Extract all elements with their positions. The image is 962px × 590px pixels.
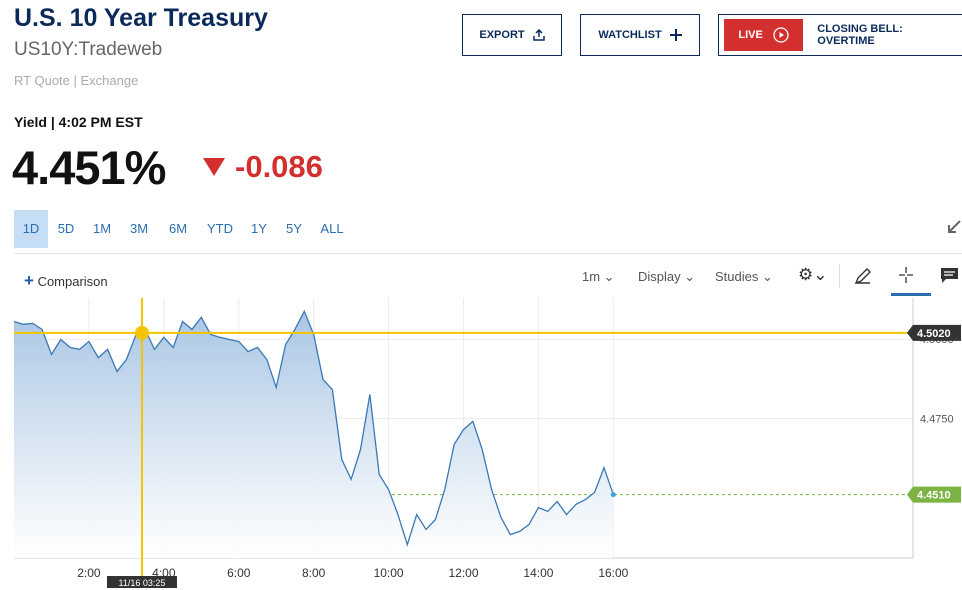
price-line	[13, 309, 614, 547]
quote-label: Yield | 4:02 PM EST	[14, 114, 143, 130]
title: U.S. 10 Year Treasury	[14, 4, 268, 32]
chart: 2:004:006:008:0010:0012:0014:0016:004.50…	[13, 298, 961, 588]
watchlist-label: WATCHLIST	[598, 29, 662, 41]
quote-source: RT Quote | Exchange	[14, 73, 139, 88]
x-tick-label: 8:00	[302, 566, 326, 580]
range-tab[interactable]: ALL	[320, 221, 344, 236]
divider	[14, 253, 962, 254]
last-point	[610, 492, 616, 498]
export-icon	[532, 29, 545, 41]
range-tab[interactable]: 1D	[14, 210, 48, 248]
play-icon	[773, 27, 789, 43]
studies-label: Studies	[715, 269, 759, 284]
range-tab[interactable]: 6M	[168, 221, 188, 236]
crosshair-y-label: 4.5020	[917, 328, 951, 340]
x-tick-label: 10:00	[374, 566, 404, 580]
crosshair-point	[134, 325, 149, 340]
crosshair-tool[interactable]	[891, 264, 931, 296]
crosshair-x-label-bg	[106, 576, 177, 588]
export-button[interactable]: EXPORT	[462, 14, 562, 56]
watchlist-button[interactable]: WATCHLIST	[580, 14, 700, 56]
export-label: EXPORT	[479, 29, 525, 41]
last-price-label: 4.4510	[917, 490, 951, 502]
last-price-label-bg	[907, 486, 961, 503]
comparison-label: Comparison	[37, 274, 108, 289]
interval-menu[interactable]: 1m ⌄	[582, 269, 615, 284]
live-label: LIVE	[738, 29, 763, 41]
x-tick-label: 14:00	[523, 566, 553, 580]
x-tick-label: 2:00	[77, 566, 101, 580]
comparison-button[interactable]: + Comparison	[24, 271, 108, 290]
live-button[interactable]: LIVE CLOSING BELL: OVERTIME	[718, 14, 962, 56]
down-arrow	[203, 158, 225, 176]
live-show: CLOSING BELL: OVERTIME	[817, 23, 903, 47]
display-menu[interactable]: Display ⌄	[638, 269, 696, 284]
symbol: US10Y:Tradeweb	[14, 39, 163, 60]
live-badge: LIVE	[724, 19, 804, 51]
range-tab[interactable]: 1Y	[251, 221, 267, 236]
studies-menu[interactable]: Studies ⌄	[715, 269, 773, 284]
x-tick-label: 12:00	[448, 566, 478, 580]
draw-icon[interactable]	[853, 266, 873, 286]
change: -0.086	[235, 149, 323, 184]
crosshair-y-label-bg	[907, 324, 961, 341]
range-tab[interactable]: YTD	[207, 221, 233, 236]
x-tick-label: 16:00	[598, 566, 628, 580]
expand-icon[interactable]	[947, 220, 961, 234]
range-tab[interactable]: 1M	[92, 221, 112, 236]
price: 4.451%	[12, 141, 166, 194]
plus-icon	[669, 29, 682, 41]
x-tick-label: 6:00	[227, 566, 251, 580]
range-tab[interactable]: 3M	[129, 221, 149, 236]
display-label: Display	[638, 269, 681, 284]
range-tab[interactable]: 5D	[57, 221, 75, 236]
toolbar-divider	[839, 264, 840, 288]
settings-icon[interactable]: ⚙⌄	[798, 265, 828, 284]
crosshair-x-label: 11/16 03:25	[119, 578, 166, 588]
range-tab[interactable]: 5Y	[286, 221, 302, 236]
area-fill	[14, 311, 614, 558]
interval-label: 1m	[582, 269, 601, 284]
y-tick-label: 4.4750	[920, 413, 954, 425]
comment-icon[interactable]	[940, 267, 960, 285]
